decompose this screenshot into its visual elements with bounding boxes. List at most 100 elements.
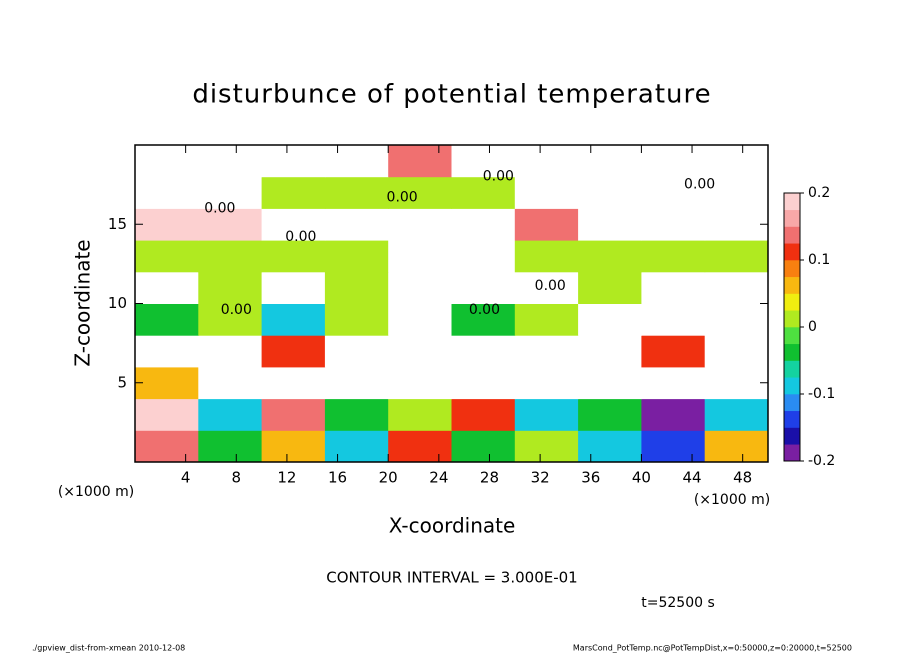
field-cell [198, 240, 263, 273]
colorbar-tick-label: 0.2 [808, 185, 830, 201]
field-cell [641, 176, 706, 209]
y-unit: (×1000 m) [58, 484, 134, 500]
field-cell [514, 398, 579, 431]
field-cell [324, 271, 389, 304]
colorbar-swatch [784, 209, 800, 227]
field-cell [641, 303, 706, 336]
colorbar-tick-label: 0.1 [808, 252, 830, 268]
field-cell [324, 240, 389, 273]
colorbar-swatch [784, 327, 800, 345]
field-cell [324, 430, 389, 463]
field-cell [514, 176, 579, 209]
field-cell [451, 366, 516, 400]
field-cell [198, 145, 263, 178]
field-cell [261, 271, 326, 304]
footer-left: ./gpview_dist-from-xmean 2010-12-08 [32, 644, 185, 653]
field-cell [641, 335, 706, 368]
field-cell [388, 430, 452, 463]
field-cell [198, 303, 263, 336]
colorbar-tick-label: -0.1 [808, 386, 835, 402]
colorbar-swatch [784, 343, 800, 361]
x-tick-label: 28 [480, 469, 499, 487]
field-cell [324, 366, 389, 400]
field-cell [198, 176, 263, 209]
field-cell [451, 208, 516, 241]
x-tick-label: 8 [232, 469, 242, 487]
field-cell [261, 303, 326, 336]
field-cell [704, 240, 769, 273]
field-cell [704, 145, 769, 178]
field-cell [578, 208, 642, 241]
y-axis-label: Z-coordinate [71, 239, 95, 366]
field-cell [198, 271, 263, 304]
field-cell [135, 145, 199, 178]
field-cell [324, 303, 389, 336]
footer-right: MarsCond_PotTemp.nc@PotTempDist,x=0:5000… [573, 644, 852, 653]
field-cell [514, 240, 579, 273]
field-cell [324, 208, 389, 241]
field-cell [261, 145, 326, 178]
field-cell [578, 271, 642, 304]
contour-label: 0.00 [535, 278, 566, 294]
contour-label: 0.00 [204, 200, 235, 216]
field-cell [198, 398, 263, 431]
field-cell [704, 176, 769, 209]
field-cell [451, 303, 516, 336]
colorbar-swatch [784, 276, 800, 294]
field-cell [198, 208, 263, 241]
field-cell [388, 145, 452, 178]
contour-label: 0.00 [469, 302, 500, 318]
field-cell [641, 398, 706, 431]
field-cell [324, 398, 389, 431]
colorbar-swatch [784, 193, 800, 211]
x-tick-label: 48 [733, 469, 752, 487]
colorbar-swatch [784, 310, 800, 328]
colorbar-swatch [784, 427, 800, 445]
colorbar-tick-label: -0.2 [808, 453, 835, 469]
field-cell [451, 335, 516, 368]
field-cell [578, 145, 642, 178]
field-cell [514, 366, 579, 400]
field-cell [578, 176, 642, 209]
x-tick-label: 24 [429, 469, 448, 487]
colorbar-swatch [784, 410, 800, 428]
field-cell [135, 176, 199, 209]
x-tick-label: 12 [277, 469, 296, 487]
colorbar-swatch [784, 260, 800, 278]
field-cell [451, 398, 516, 431]
field-cell [388, 398, 452, 431]
field-cell [578, 240, 642, 273]
colorbar-tick-label: 0 [808, 319, 817, 335]
field-cell [135, 398, 199, 431]
field-cell [704, 271, 769, 304]
x-tick-label: 4 [181, 469, 191, 487]
x-unit: (×1000 m) [694, 492, 770, 508]
field-cell [704, 303, 769, 336]
field-cell [641, 271, 706, 304]
contour-label: 0.00 [387, 189, 418, 205]
field-cell [451, 271, 516, 304]
field-cell [388, 208, 452, 241]
field-cell [324, 176, 389, 209]
field-cell [451, 240, 516, 273]
field-cell [514, 271, 579, 304]
field-cell [578, 430, 642, 463]
time-label: t=52500 s [641, 595, 715, 611]
field-cell [135, 303, 199, 336]
field-cell [704, 430, 769, 463]
field-cell [641, 366, 706, 400]
field-cell [451, 145, 516, 178]
field-cell [451, 430, 516, 463]
field-cell [261, 176, 326, 209]
field-cell [641, 240, 706, 273]
field-cell [704, 398, 769, 431]
field-cell [388, 271, 452, 304]
x-tick-label: 40 [632, 469, 651, 487]
field-cell [261, 335, 326, 368]
contour-interval: CONTOUR INTERVAL = 3.000E-01 [326, 569, 577, 587]
contour-label: 0.00 [684, 177, 715, 193]
x-tick-label: 16 [328, 469, 347, 487]
field-cell [514, 335, 579, 368]
field-cell [261, 208, 326, 241]
contour-label: 0.00 [483, 169, 514, 185]
